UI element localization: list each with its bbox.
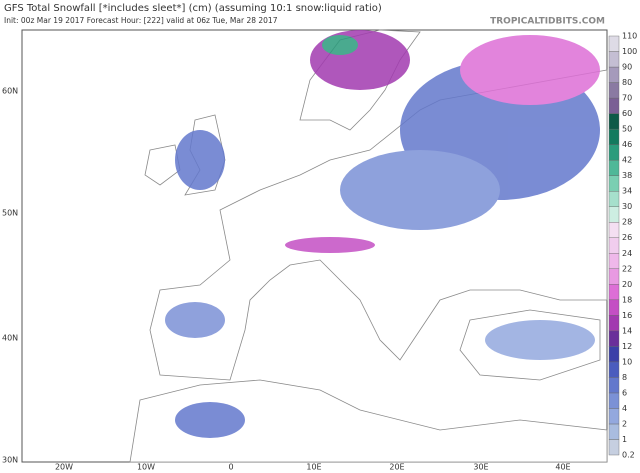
snow-area (175, 402, 245, 438)
colorbar-swatch (608, 237, 620, 254)
colorbar-swatch (608, 113, 620, 130)
colorbar-label: 6 (622, 388, 627, 397)
lat-label: 30N (2, 456, 18, 465)
colorbar-label: 0.2 (622, 451, 635, 460)
colorbar-label: 18 (622, 295, 632, 304)
subtitle: Init: 00z Mar 19 2017 Forecast Hour: [22… (4, 16, 278, 25)
snow-areas (165, 30, 600, 438)
colorbar-swatch (608, 128, 620, 145)
colorbar-label: 4 (622, 404, 627, 413)
colorbar-swatch (608, 97, 620, 114)
colorbar-swatch (608, 346, 620, 363)
colorbar-swatch (608, 66, 620, 83)
colorbar-label: 12 (622, 342, 632, 351)
snow-area (460, 35, 600, 105)
colorbar-label: 1 (622, 435, 627, 444)
colorbar-swatch (608, 190, 620, 207)
lon-label: 10E (306, 463, 321, 472)
colorbar-label: 42 (622, 156, 632, 165)
colorbar-label: 38 (622, 171, 632, 180)
lon-label: 40E (555, 463, 570, 472)
lon-label: 0 (228, 463, 233, 472)
colorbar-swatch (608, 377, 620, 394)
colorbar-label: 46 (622, 140, 632, 149)
snow-area (340, 150, 500, 230)
colorbar-swatch (608, 175, 620, 192)
map (21, 29, 608, 463)
colorbar-label: 14 (622, 326, 632, 335)
colorbar-swatch (608, 159, 620, 176)
colorbar-label: 16 (622, 311, 632, 320)
snow-area (310, 30, 410, 90)
colorbar-swatch (608, 253, 620, 269)
snow-area (165, 302, 225, 338)
colorbar-label: 8 (622, 373, 627, 382)
colorbar-swatch (608, 408, 620, 425)
colorbar-swatch (608, 206, 620, 223)
colorbar-label: 30 (622, 202, 632, 211)
colorbar-label: 20 (622, 280, 632, 289)
colorbar-label: 70 (622, 94, 632, 103)
colorbar-label: 28 (622, 218, 632, 227)
colorbar-label: 2 (622, 419, 627, 428)
colorbar-label: 50 (622, 125, 632, 134)
colorbar-swatch (608, 423, 620, 440)
colorbar-swatch (608, 315, 620, 332)
colorbar-label: 100 (622, 47, 637, 56)
colorbar-swatch (608, 268, 620, 285)
colorbar-label: 24 (622, 249, 632, 258)
colorbar-label: 60 (622, 109, 632, 118)
ireland (144, 144, 181, 186)
lat-label: 60N (2, 87, 18, 96)
colorbar-swatch (608, 361, 620, 378)
snow-area (485, 320, 595, 360)
watermark: TROPICALTIDBITS.COM (490, 17, 605, 27)
colorbar-label: 22 (622, 264, 632, 273)
colorbar-swatch (608, 330, 620, 347)
colorbar-label: 34 (622, 187, 632, 196)
north-africa (129, 379, 608, 463)
lon-label: 30E (473, 463, 488, 472)
snow-area (322, 35, 358, 55)
colorbar-swatch (608, 82, 620, 99)
snow-area (285, 237, 375, 253)
snow-area (175, 130, 225, 190)
lon-label: 10W (137, 463, 155, 472)
colorbar-label: 26 (622, 233, 632, 242)
colorbar-swatch (608, 439, 620, 456)
lon-label: 20E (389, 463, 404, 472)
lon-label: 20W (55, 463, 73, 472)
colorbar-swatch (608, 299, 620, 316)
colorbar-label: 110 (622, 32, 637, 41)
colorbar-swatch (608, 392, 620, 409)
colorbar-swatch (608, 284, 620, 301)
colorbar-swatch (608, 51, 620, 68)
colorbar-label: 90 (622, 63, 632, 72)
lat-label: 40N (2, 334, 18, 343)
colorbar-swatch (608, 222, 620, 238)
colorbar-swatch (608, 35, 620, 52)
colorbar-swatch (608, 144, 620, 161)
colorbar-label: 10 (622, 357, 632, 366)
colorbar-label: 80 (622, 78, 632, 87)
lat-label: 50N (2, 209, 18, 218)
title: GFS Total Snowfall [*includes sleet*] (c… (4, 3, 382, 14)
